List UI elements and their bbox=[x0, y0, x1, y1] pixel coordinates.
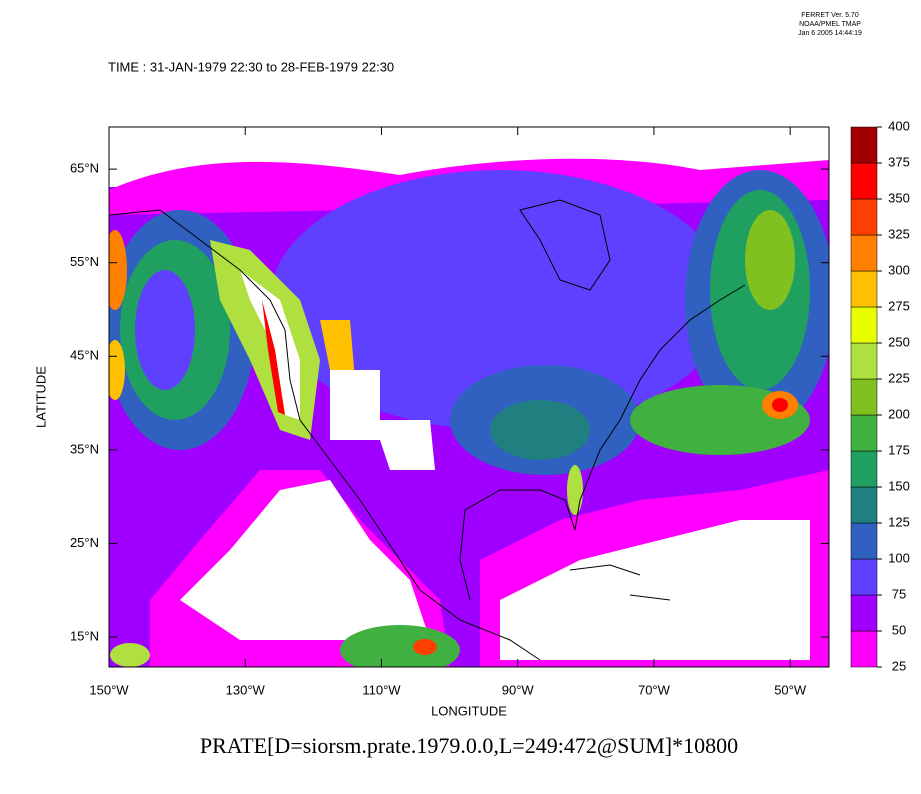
colorbar-label: 125 bbox=[888, 514, 910, 529]
colorbar-label: 325 bbox=[888, 226, 910, 241]
colorbar-box bbox=[850, 234, 878, 272]
y-tick-label: 45°N bbox=[70, 348, 99, 363]
colorbar-label: 275 bbox=[888, 298, 910, 313]
colorbar-label: 225 bbox=[888, 370, 910, 385]
colorbar-box bbox=[850, 594, 878, 632]
colorbar-label: 25 bbox=[892, 658, 906, 673]
colorbar-box bbox=[850, 378, 878, 416]
colorbar-label: 375 bbox=[888, 154, 910, 169]
x-tick-label: 50°W bbox=[774, 682, 807, 697]
header-line: FERRET Ver. 5.70 bbox=[801, 12, 859, 19]
header-line: Jan 6 2005 14:44:19 bbox=[798, 30, 862, 37]
colorbar-box bbox=[850, 270, 878, 308]
colorbar-box bbox=[850, 162, 878, 200]
colorbar-box bbox=[850, 450, 878, 488]
colorbar-label: 50 bbox=[892, 622, 906, 637]
colorbar-label: 300 bbox=[888, 262, 910, 277]
colorbar-box bbox=[850, 630, 878, 668]
colorbar-box bbox=[850, 198, 878, 236]
colorbar-label: 175 bbox=[888, 442, 910, 457]
x-tick-label: 70°W bbox=[638, 682, 671, 697]
colorbar-box bbox=[850, 126, 878, 164]
y-tick-label: 55°N bbox=[70, 254, 99, 269]
header-line: NOAA/PMEL TMAP bbox=[799, 21, 861, 28]
precip-field bbox=[109, 127, 829, 667]
caption: PRATE[D=siorsm.prate.1979.0.0,L=249:472@… bbox=[200, 733, 738, 758]
y-tick-label: 35°N bbox=[70, 441, 99, 456]
colorbar-box bbox=[850, 486, 878, 524]
colorbar-label: 400 bbox=[888, 118, 910, 133]
colorbar-label: 250 bbox=[888, 334, 910, 349]
y-tick-label: 65°N bbox=[70, 161, 99, 176]
time-title: TIME : 31-JAN-1979 22:30 to 28-FEB-1979 … bbox=[108, 59, 394, 74]
colorbar-label: 75 bbox=[892, 586, 906, 601]
y-tick-label: 15°N bbox=[70, 628, 99, 643]
colorbar-box bbox=[850, 414, 878, 452]
colorbar-label: 100 bbox=[888, 550, 910, 565]
x-tick-label: 130°W bbox=[226, 682, 266, 697]
colorbar-box bbox=[850, 306, 878, 344]
y-axis-label: LATITUDE bbox=[33, 366, 48, 428]
map-frame bbox=[108, 126, 830, 668]
colorbar-label: 200 bbox=[888, 406, 910, 421]
x-tick-label: 150°W bbox=[89, 682, 129, 697]
colorbar-box bbox=[850, 558, 878, 596]
colorbar-label: 350 bbox=[888, 190, 910, 205]
colorbar-label: 150 bbox=[888, 478, 910, 493]
colorbar-box bbox=[850, 522, 878, 560]
x-axis-label: LONGITUDE bbox=[431, 703, 507, 718]
x-tick-label: 110°W bbox=[362, 682, 401, 697]
y-tick-label: 25°N bbox=[70, 535, 99, 550]
x-tick-label: 90°W bbox=[502, 682, 535, 697]
header: FERRET Ver. 5.70 NOAA/PMEL TMAP Jan 6 20… bbox=[798, 12, 862, 37]
colorbar-box bbox=[850, 342, 878, 380]
